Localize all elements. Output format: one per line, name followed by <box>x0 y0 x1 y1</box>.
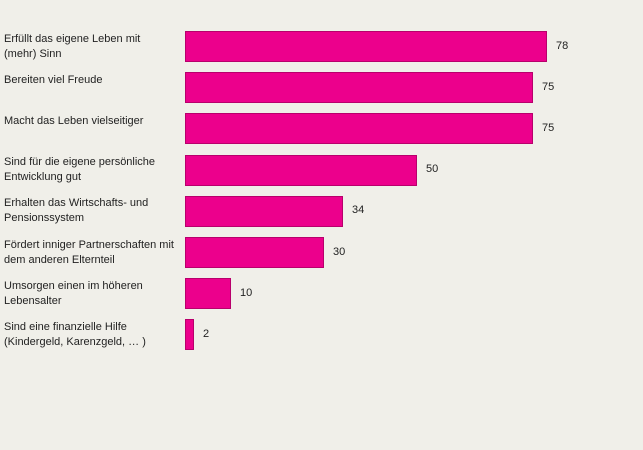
bar <box>185 278 231 310</box>
value-label: 75 <box>542 80 555 93</box>
category-label: Bereiten viel Freude <box>4 73 103 86</box>
value-label: 10 <box>240 286 253 299</box>
bar <box>185 113 533 145</box>
category-label: Erhalten das Wirtschafts- und Pensionssy… <box>4 197 149 225</box>
value-label: 50 <box>426 163 439 176</box>
bar <box>185 319 194 351</box>
category-label: Umsorgen einen im höheren Lebensalter <box>4 279 143 307</box>
category-label: Erfüllt das eigene Leben mit (mehr) Sinn <box>4 32 141 60</box>
category-label: Sind eine finanzielle Hilfe (Kindergeld,… <box>4 320 146 348</box>
value-label: 75 <box>542 121 555 134</box>
category-label: Sind für die eigene persönliche Entwickl… <box>4 156 156 184</box>
bar <box>185 154 417 186</box>
bar <box>185 31 547 62</box>
value-label: 78 <box>556 39 569 52</box>
bar <box>185 237 324 268</box>
category-label: Fördert inniger Partnerschaften mit dem … <box>4 238 174 266</box>
bar <box>185 72 533 104</box>
value-label: 2 <box>203 327 210 340</box>
value-label: 30 <box>333 245 346 258</box>
category-label: Macht das Leben vielseitiger <box>4 114 144 127</box>
value-label: 34 <box>352 204 365 217</box>
bar <box>185 195 343 227</box>
